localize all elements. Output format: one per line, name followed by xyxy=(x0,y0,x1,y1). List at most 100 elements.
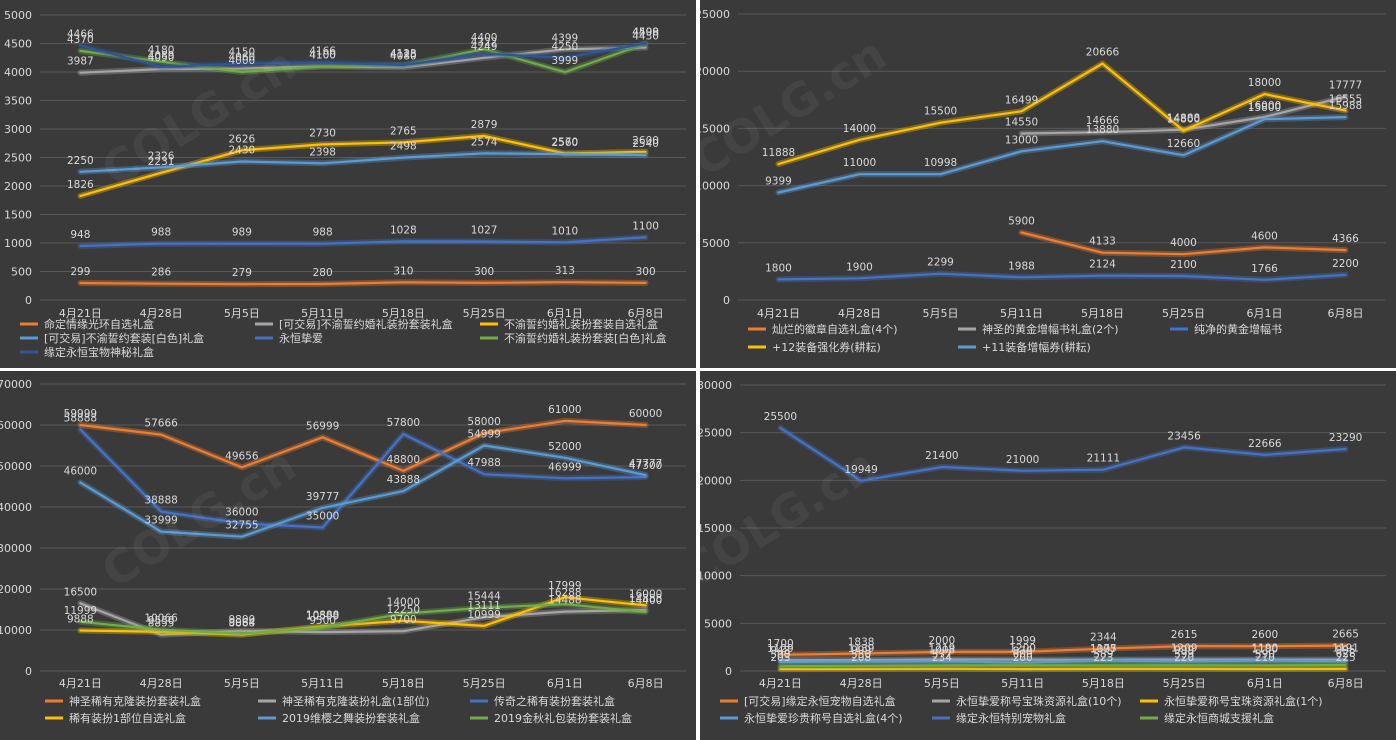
data-label: 9399 xyxy=(765,175,792,187)
data-label: 16555 xyxy=(1329,94,1362,106)
data-label: 9888 xyxy=(67,613,94,625)
data-label: 9700 xyxy=(390,614,417,626)
data-label: 23456 xyxy=(1167,430,1201,442)
y-tick-label: 1000 xyxy=(4,237,32,250)
data-label: 280 xyxy=(313,267,333,279)
data-label: 23290 xyxy=(1329,432,1362,444)
data-label: 5900 xyxy=(1008,216,1035,228)
data-label: 2250 xyxy=(67,155,94,167)
legend-item: 缘定永恒商城支援礼盒 xyxy=(1140,711,1274,725)
legend-item: +11装备增幅券(耕耘) xyxy=(958,340,1091,354)
legend-label: 2019维樱之舞装扮套装礼盒 xyxy=(282,711,420,725)
legend-item: 永恒挚爱称号宝珠资源礼盒(10个) xyxy=(932,694,1122,708)
data-label: 4000 xyxy=(229,55,256,67)
y-tick-label: 2500 xyxy=(4,152,32,165)
x-tick-label: 4月21日 xyxy=(757,307,800,320)
x-tick-label: 4月28日 xyxy=(838,307,881,320)
x-tick-label: 5月11日 xyxy=(1001,677,1044,690)
data-label: 300 xyxy=(636,266,656,278)
data-label: 14488 xyxy=(548,595,581,607)
y-tick-label: 500 xyxy=(11,266,32,279)
x-tick-label: 4月28日 xyxy=(140,307,183,320)
data-label: 4500 xyxy=(632,27,659,39)
data-label: 1027 xyxy=(471,224,498,236)
x-tick-label: 5月18日 xyxy=(1082,677,1125,690)
legend-item: 神圣稀有克隆装扮礼盒(1部位) xyxy=(258,694,430,708)
x-tick-label: 5月18日 xyxy=(382,307,425,320)
series-2 xyxy=(775,270,1349,283)
y-tick-label: 0 xyxy=(723,294,730,307)
data-label: 21400 xyxy=(925,450,958,462)
data-label: 4430 xyxy=(632,30,659,42)
data-label: 19949 xyxy=(844,464,877,476)
data-label: 4399 xyxy=(552,32,579,44)
data-label: 500 xyxy=(770,649,790,661)
data-label: 208 xyxy=(851,652,871,664)
data-label: 577 xyxy=(932,648,952,660)
data-label: 2570 xyxy=(552,137,579,149)
data-label: 600 xyxy=(1013,648,1033,660)
data-label: 4123 xyxy=(390,48,417,60)
data-label: 10066 xyxy=(144,613,178,625)
legend-label: 永恒挚爱 xyxy=(279,331,323,345)
x-tick-label: 6月1日 xyxy=(547,677,583,690)
data-label: 46999 xyxy=(548,461,581,473)
data-label: 2100 xyxy=(1170,259,1197,271)
x-tick-label: 6月8日 xyxy=(1328,307,1364,320)
data-label: 4366 xyxy=(1332,233,1359,245)
y-tick-label: 15000 xyxy=(700,122,730,135)
x-tick-label: 6月8日 xyxy=(1328,677,1364,690)
data-label: 300 xyxy=(474,266,494,278)
legend-label: 命定情缘光环自选礼盒 xyxy=(44,317,154,331)
series-line xyxy=(777,62,1347,166)
chart-panel-bottom-right: COLG.cn 0 5000 10000 15000 20000 25000 30000 4月… xyxy=(700,371,1396,740)
series-line xyxy=(779,644,1347,656)
data-label: 1999 xyxy=(1009,635,1036,647)
data-label: 14400 xyxy=(629,595,662,607)
series-line xyxy=(1020,231,1347,256)
data-label: 1100 xyxy=(1252,644,1279,656)
y-tick-label: 40000 xyxy=(0,501,32,514)
data-label: 999 xyxy=(851,644,871,656)
data-label: 8855 xyxy=(148,618,175,630)
data-label: 11888 xyxy=(762,147,795,159)
data-label: 4400 xyxy=(471,32,498,44)
data-label: 16499 xyxy=(1005,94,1038,106)
data-label: 4118 xyxy=(390,48,417,60)
data-label: 14000 xyxy=(387,597,420,609)
x-tick-label: 5月18日 xyxy=(1081,307,1124,320)
series-4 xyxy=(77,234,649,249)
x-tick-label: 5月11日 xyxy=(301,677,344,690)
data-label: 1129 xyxy=(767,643,794,655)
data-label: 47300 xyxy=(629,460,662,472)
data-label: 210 xyxy=(1255,652,1275,664)
series-5 xyxy=(77,40,649,76)
data-label: 17999 xyxy=(548,580,581,592)
x-tick-label: 6月1日 xyxy=(1247,677,1283,690)
data-label: 9800 xyxy=(229,614,256,626)
y-tick-label: 5000 xyxy=(4,9,32,22)
legend-label: 神圣稀有克隆装扮礼盒(1部位) xyxy=(282,694,430,708)
y-tick-label: 60000 xyxy=(0,419,32,432)
y-tick-label: 30000 xyxy=(700,379,732,392)
data-label: 1097 xyxy=(1090,644,1117,656)
series-0 xyxy=(777,642,1349,658)
data-label: 10599 xyxy=(306,611,339,623)
data-label: 279 xyxy=(232,267,252,279)
data-label: 57800 xyxy=(387,417,420,429)
data-label: 46000 xyxy=(64,465,97,477)
data-label: 1766 xyxy=(1251,263,1278,275)
data-label: 948 xyxy=(770,645,790,657)
data-label: 310 xyxy=(393,265,413,277)
series-line xyxy=(79,42,647,74)
y-tick-label: 0 xyxy=(725,665,732,678)
chart-panel-top-left: COLG.cn 0 500 1000 1500 2000 2500 3000 3500 4000… xyxy=(0,0,696,368)
data-label: 225 xyxy=(1336,652,1356,664)
data-label: 4089 xyxy=(148,50,175,62)
data-label: 10999 xyxy=(467,609,500,621)
data-label: 2124 xyxy=(1089,259,1116,271)
data-label: 203 xyxy=(770,652,790,664)
data-label: 1028 xyxy=(390,224,417,236)
legend-label: [可交易]缘定永恒宠物自选礼盒 xyxy=(744,694,896,708)
x-tick-label: 5月5日 xyxy=(224,677,260,690)
